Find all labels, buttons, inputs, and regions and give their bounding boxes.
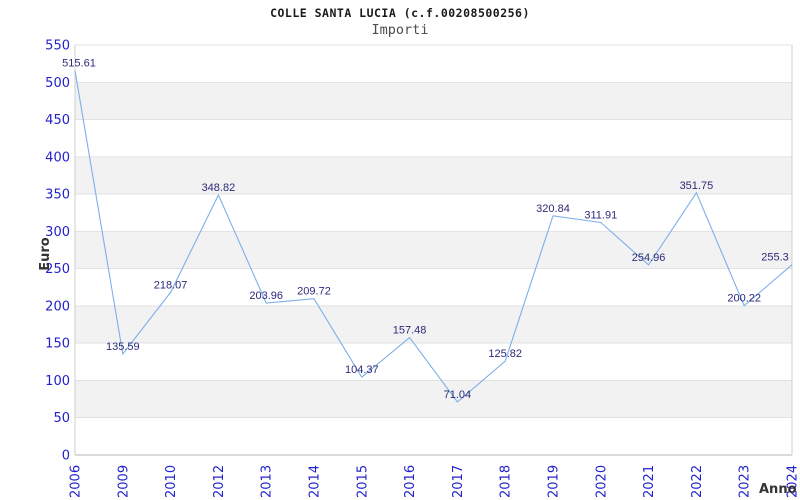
point-label: 255.3: [761, 252, 789, 264]
plot-band: [75, 231, 792, 269]
y-tick-label: 100: [45, 374, 70, 389]
x-axis-title: Anno: [759, 482, 797, 497]
x-tick-label: 2017: [451, 465, 466, 498]
y-tick-label: 50: [53, 411, 70, 426]
x-tick-label: 2014: [308, 465, 323, 498]
x-tick-label: 2006: [69, 465, 84, 498]
point-label: 515.61: [62, 58, 96, 70]
x-tick-label: 2021: [642, 465, 657, 498]
y-tick-label: 450: [45, 113, 70, 128]
plot-band: [75, 305, 792, 344]
point-label: 348.82: [202, 182, 236, 194]
point-label: 351.75: [680, 180, 714, 192]
x-tick-label: 2024: [786, 465, 800, 498]
y-tick-label: 250: [45, 262, 70, 277]
point-label: 125.82: [488, 348, 522, 360]
x-tick-label: 2023: [738, 465, 753, 498]
y-tick-label: 150: [45, 337, 70, 352]
x-tick-label: 2009: [116, 465, 131, 498]
point-label: 157.48: [393, 325, 427, 337]
chart-subtitle: Importi: [371, 22, 429, 38]
x-tick-label: 2016: [403, 465, 418, 498]
x-tick-label: 2013: [260, 465, 275, 498]
x-tick-label: 2015: [355, 465, 370, 498]
y-tick-label: 350: [45, 188, 70, 203]
y-tick-label: 0: [62, 449, 70, 464]
y-tick-label: 500: [45, 76, 70, 91]
point-label: 200.22: [727, 293, 761, 305]
y-axis-title: Euro: [38, 237, 53, 271]
chart-title: COLLE SANTA LUCIA (c.f.00208500256): [270, 6, 530, 20]
y-tick-label: 550: [45, 39, 70, 54]
x-tick-label: 2019: [547, 465, 562, 498]
y-tick-label: 400: [45, 150, 70, 165]
x-tick-label: 2010: [164, 465, 179, 498]
point-label: 320.84: [536, 203, 570, 215]
plot-band: [75, 156, 792, 195]
point-label: 254.96: [632, 252, 666, 264]
y-tick-label: 200: [45, 299, 70, 314]
data-line: [74, 70, 793, 403]
x-tick-label: 2022: [690, 465, 705, 498]
point-label: 203.96: [249, 290, 283, 302]
plot-band: [75, 82, 792, 120]
point-label: 135.59: [106, 341, 140, 353]
point-label: 71.04: [444, 389, 472, 401]
x-tick-label: 2018: [499, 465, 514, 498]
x-tick-label: 2012: [212, 465, 227, 498]
point-label: 209.72: [297, 286, 331, 298]
point-label: 311.91: [584, 210, 617, 222]
point-label: 104.37: [345, 364, 379, 376]
point-label: 218.07: [154, 279, 188, 291]
x-tick-label: 2020: [594, 465, 609, 498]
plot-band: [75, 380, 792, 418]
y-tick-label: 300: [45, 225, 70, 240]
